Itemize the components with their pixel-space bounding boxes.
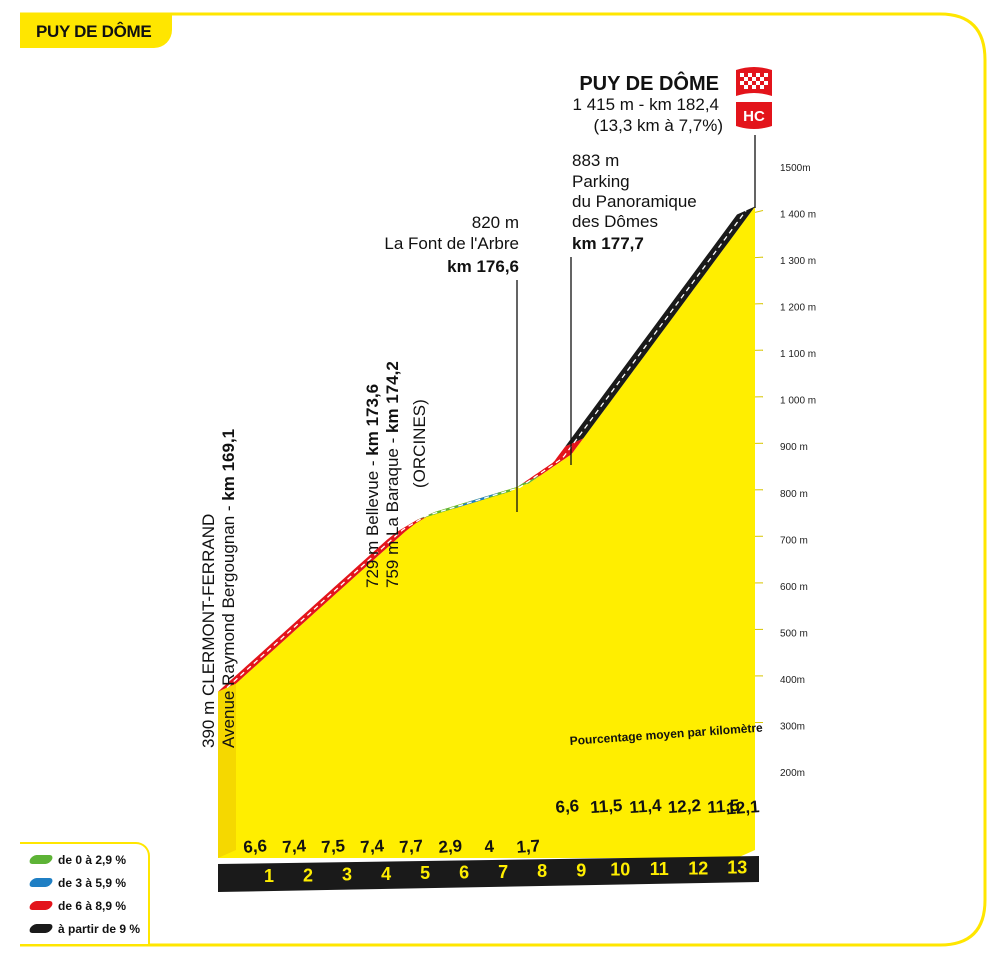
parking-line2: du Panoramique	[572, 192, 697, 211]
legend-label: de 0 à 2,9 %	[58, 852, 127, 867]
legend-label: à partir de 9 %	[58, 921, 141, 936]
km-number: 1	[264, 866, 274, 886]
km-number: 2	[303, 865, 313, 885]
legend-swatch-red	[27, 901, 55, 911]
km-number: 5	[420, 863, 430, 883]
font-km: km 176,6	[447, 257, 519, 276]
parking-line3: des Dômes	[572, 212, 658, 231]
km-number: 11	[650, 859, 669, 879]
baraque-line: 759 m La Baraque -	[383, 433, 402, 588]
profile-centerline	[226, 210, 747, 689]
km-number: 13	[727, 858, 747, 878]
bellevue-line: 729 m Bellevue -	[363, 456, 382, 588]
profile-area	[218, 206, 755, 859]
avg-percent-value: 7,4	[282, 836, 307, 857]
km-number: 12	[688, 858, 708, 878]
legend-label: de 6 à 8,9 %	[58, 898, 127, 913]
legend-item-green: de 0 à 2,9 %	[27, 852, 127, 870]
orcines-label: (ORCINES)	[410, 399, 429, 488]
y-tick-label: 1500m	[780, 163, 811, 174]
km-number: 7	[498, 862, 508, 882]
y-tick-label: 400m	[780, 675, 805, 686]
parking-km: km 177,7	[572, 234, 644, 253]
baraque-km: km 174,2	[383, 361, 402, 433]
avg-percent-value: 1,7	[516, 836, 541, 857]
y-tick-label: 1 400 m	[780, 210, 816, 221]
km-number: 6	[459, 863, 469, 883]
hc-category-badge: HC	[736, 102, 772, 129]
area-layer	[218, 206, 755, 859]
avg-percent-value: 11,5	[590, 796, 623, 817]
start-km: km 169,1	[219, 429, 238, 501]
km-band-layer: 1 2 3 4 5 6 7 8 9 10 11 12 13	[218, 856, 759, 892]
start-line1: 390 m CLERMONT-FERRAND	[199, 514, 218, 748]
summit-line2: (13,3 km à 7,7%)	[594, 116, 723, 135]
km-number: 9	[576, 860, 586, 880]
parking-alt: 883 m	[572, 151, 619, 170]
avg-percent-value: 12,1	[726, 797, 760, 818]
page-title: PUY DE DÔME	[36, 22, 152, 41]
avg-percent-value: 7,7	[399, 836, 424, 857]
y-tick-label: 1 200 m	[780, 303, 816, 314]
start-line2: Avenue Raymond Bergougnan -	[219, 501, 238, 748]
gradient-segment	[483, 475, 541, 500]
legend-item-blue: de 3 à 5,9 %	[27, 875, 127, 893]
avg-percent-value: 6,6	[555, 796, 580, 817]
avg-percent-value: 12,2	[667, 796, 701, 817]
avg-percent-value: 2,9	[438, 836, 463, 857]
y-tick-label: 200m	[780, 768, 805, 779]
segments-layer	[218, 206, 755, 692]
labels-layer: 200m 300m 400m 500 m 600 m 700 m 800 m 900 m 1 0…	[243, 163, 816, 857]
summit-name: PUY DE DÔME	[579, 71, 719, 95]
avg-percent-value: 6,6	[243, 836, 268, 857]
y-tick-label: 900 m	[780, 442, 808, 453]
summit-line1: 1 415 m - km 182,4	[573, 95, 719, 114]
parking-line1: Parking	[572, 172, 630, 191]
km-number: 3	[342, 865, 352, 885]
gradient-legend: de 0 à 2,9 % de 3 à 5,9 % de 6 à 8,9 % à…	[20, 842, 150, 944]
start-annotation: 390 m CLERMONT-FERRAND Avenue Raymond Be…	[199, 429, 238, 748]
legend-swatch-blue	[27, 878, 55, 888]
avg-percent-value: 7,5	[321, 836, 346, 857]
gradient-segment	[522, 438, 584, 484]
y-tick-label: 600 m	[780, 582, 808, 593]
profile-side-face	[218, 683, 236, 858]
y-tick-label: 1 000 m	[780, 396, 816, 407]
font-name: La Font de l'Arbre	[384, 234, 519, 253]
km-number: 10	[610, 860, 630, 880]
legend-swatch-black	[27, 924, 55, 934]
y-tick-label: 800 m	[780, 489, 808, 500]
km-number: 8	[537, 861, 547, 881]
font-alt: 820 m	[472, 213, 519, 232]
legend-label: de 3 à 5,9 %	[58, 875, 127, 890]
hc-label: HC	[743, 108, 765, 125]
y-tick-label: 1 300 m	[780, 256, 816, 267]
km-number: 4	[381, 864, 391, 884]
page-frame	[20, 12, 987, 947]
legend-item-black: à partir de 9 %	[27, 921, 141, 939]
legend-item-red: de 6 à 8,9 %	[27, 898, 127, 916]
gradient-segment	[218, 511, 436, 692]
y-tick-label: 500 m	[780, 628, 808, 639]
avg-percent-value: 11,5	[707, 796, 740, 817]
title-tab	[20, 14, 172, 48]
bellevue-annotation: 729 m Bellevue - km 173,6 759 m La Baraq…	[363, 361, 402, 588]
y-tick-label: 300m	[780, 721, 805, 732]
legend-swatch-green	[27, 855, 55, 865]
y-tick-label: 1 100 m	[780, 349, 816, 360]
km-band	[218, 856, 759, 892]
y-tick-label: 700 m	[780, 535, 808, 546]
avg-percent-value: 4	[484, 837, 495, 857]
bellevue-km: km 173,6	[363, 384, 382, 456]
avg-percent-value: 7,4	[360, 836, 385, 857]
avg-percent-value: 11,4	[629, 796, 663, 817]
checkered-flag-icon	[736, 67, 772, 96]
